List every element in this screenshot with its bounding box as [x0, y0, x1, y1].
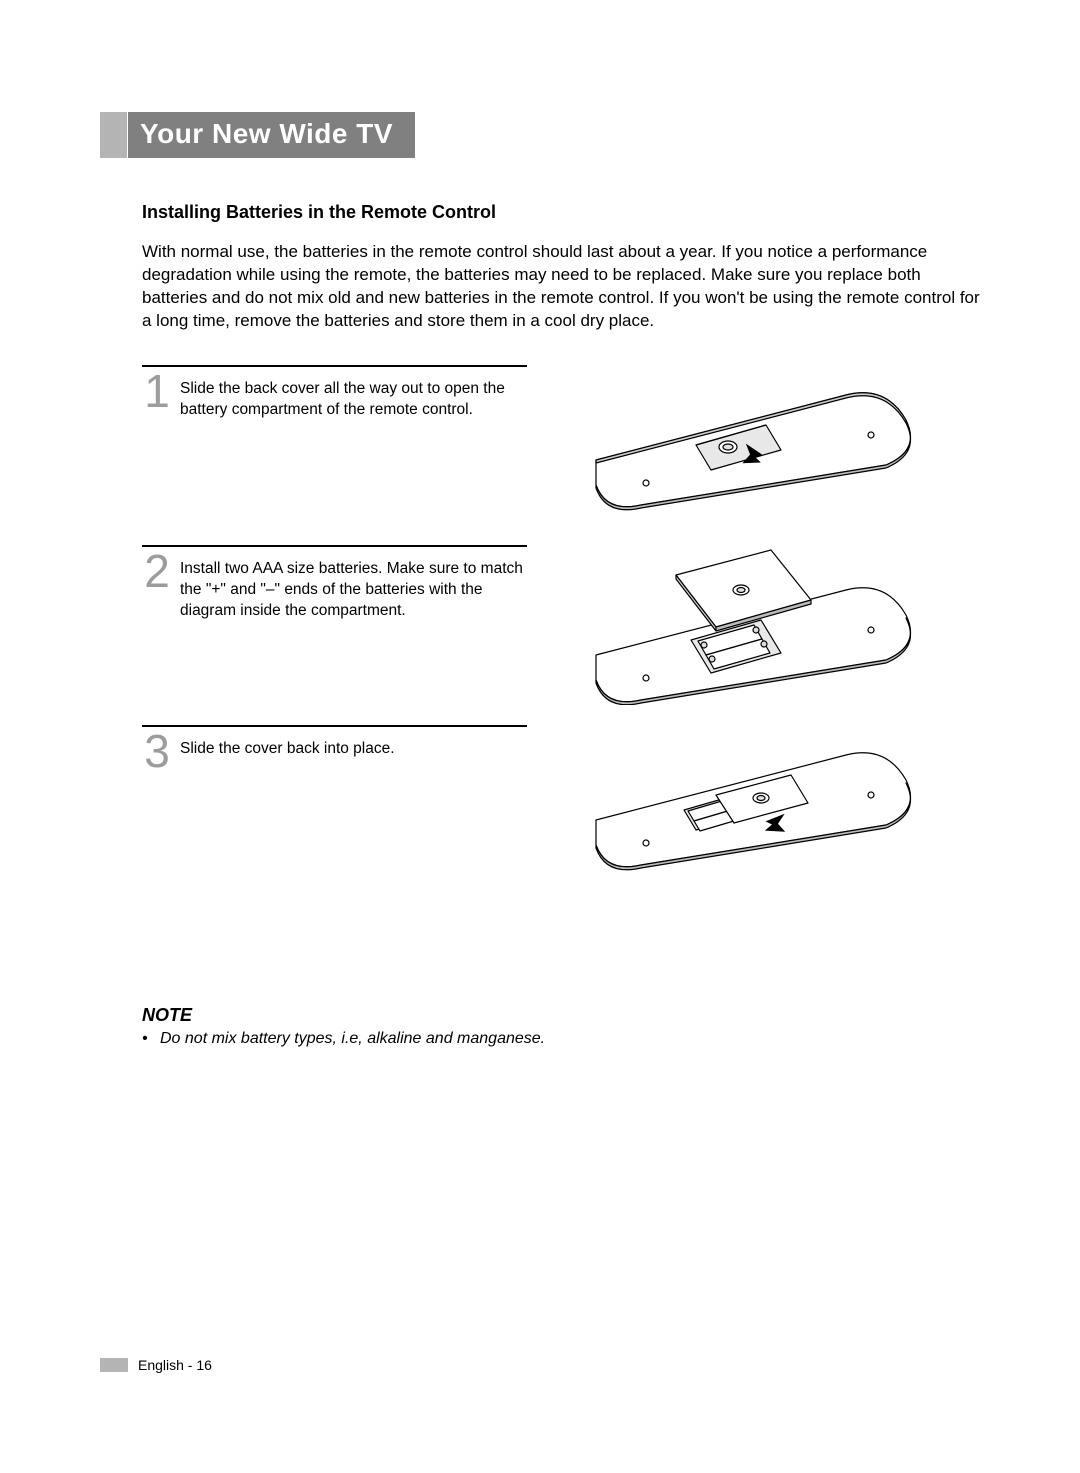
- steps-list: 1 Slide the back cover all the way out t…: [142, 365, 980, 885]
- section-title: Your New Wide TV: [128, 112, 415, 158]
- step-row: 3 Slide the cover back into place.: [142, 725, 980, 885]
- step-illustration: [551, 725, 980, 875]
- note-block: NOTE Do not mix battery types, i.e, alka…: [142, 1005, 980, 1048]
- remote-open-cover-icon: [586, 365, 946, 515]
- intro-paragraph: With normal use, the batteries in the re…: [142, 241, 980, 333]
- step-description: Install two AAA size batteries. Make sur…: [180, 557, 527, 622]
- note-heading: NOTE: [142, 1005, 980, 1026]
- step-number: 3: [142, 731, 172, 772]
- subsection-heading: Installing Batteries in the Remote Contr…: [142, 202, 980, 223]
- step-illustration: [551, 545, 980, 705]
- section-header: Your New Wide TV: [100, 112, 980, 158]
- page-footer: English - 16: [100, 1357, 212, 1373]
- step-divider: [142, 725, 527, 727]
- remote-close-cover-icon: [586, 725, 946, 875]
- note-item: Do not mix battery types, i.e, alkaline …: [142, 1030, 980, 1048]
- step-row: 1 Slide the back cover all the way out t…: [142, 365, 980, 525]
- step-text-column: 1 Slide the back cover all the way out t…: [142, 365, 527, 421]
- step-description: Slide the cover back into place.: [180, 737, 527, 760]
- step-text-column: 3 Slide the cover back into place.: [142, 725, 527, 772]
- footer-accent: [100, 1358, 128, 1372]
- header-accent: [100, 112, 128, 158]
- step-divider: [142, 545, 527, 547]
- remote-insert-batteries-icon: [586, 545, 946, 705]
- step-text-column: 2 Install two AAA size batteries. Make s…: [142, 545, 527, 622]
- step-description: Slide the back cover all the way out to …: [180, 377, 527, 421]
- step-illustration: [551, 365, 980, 515]
- step-divider: [142, 365, 527, 367]
- step-number: 1: [142, 371, 172, 412]
- content-area: Installing Batteries in the Remote Contr…: [142, 202, 980, 1048]
- manual-page: Your New Wide TV Installing Batteries in…: [0, 0, 1080, 1473]
- step-number: 2: [142, 551, 172, 592]
- step-row: 2 Install two AAA size batteries. Make s…: [142, 545, 980, 705]
- footer-page-label: English - 16: [138, 1357, 212, 1373]
